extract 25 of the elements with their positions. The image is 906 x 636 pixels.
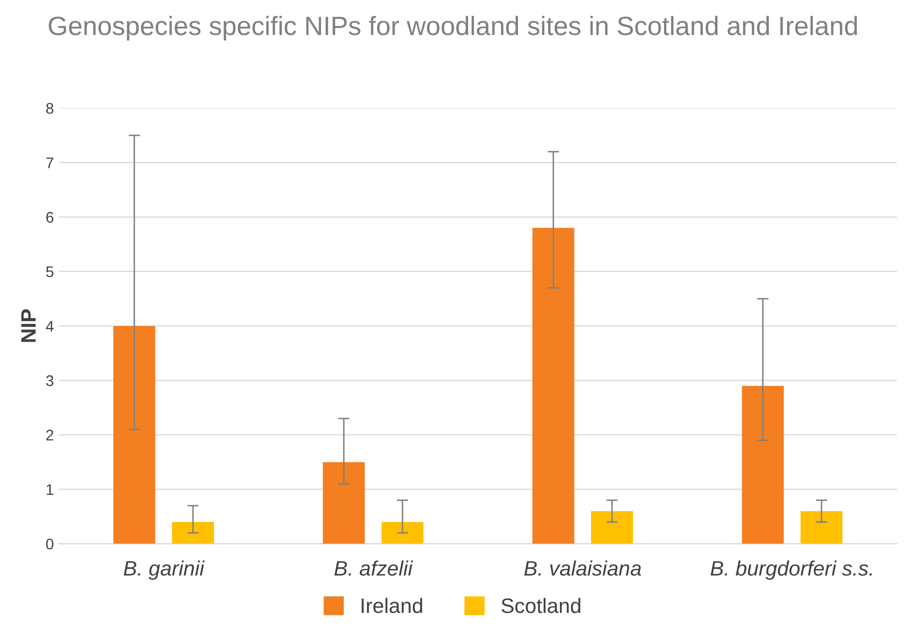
y-axis-title: NIP [21,309,36,342]
chart-title: Genospecies specific NIPs for woodland sites in Scotland and Ireland [48,16,857,40]
x-tick-label: B. valaisiana [524,560,642,576]
bar [113,326,156,544]
y-tick-label: 5 [46,266,54,278]
bar [591,511,633,544]
bar [382,522,424,544]
y-tick-label: 6 [46,212,54,223]
bar [322,462,365,544]
x-tick-label: B. afzelii [334,560,413,576]
x-tick-label: B. burgdorferi s.s. [710,560,872,580]
bar [172,522,214,544]
bar [532,228,574,544]
y-tick-label: 4 [46,320,54,332]
legend-label: Scotland [502,598,580,614]
y-tick-label: 7 [46,158,54,168]
y-tick-label: 8 [46,102,54,114]
legend-label: Ireland [362,598,422,614]
y-tick-label: 3 [46,375,54,386]
y-tick-label: 0 [46,538,54,550]
bar [742,386,784,544]
y-tick-label: 2 [46,430,54,440]
y-tick-label: 1 [46,484,54,495]
bar [800,511,842,544]
x-tick-label: B. garinii [124,560,205,580]
